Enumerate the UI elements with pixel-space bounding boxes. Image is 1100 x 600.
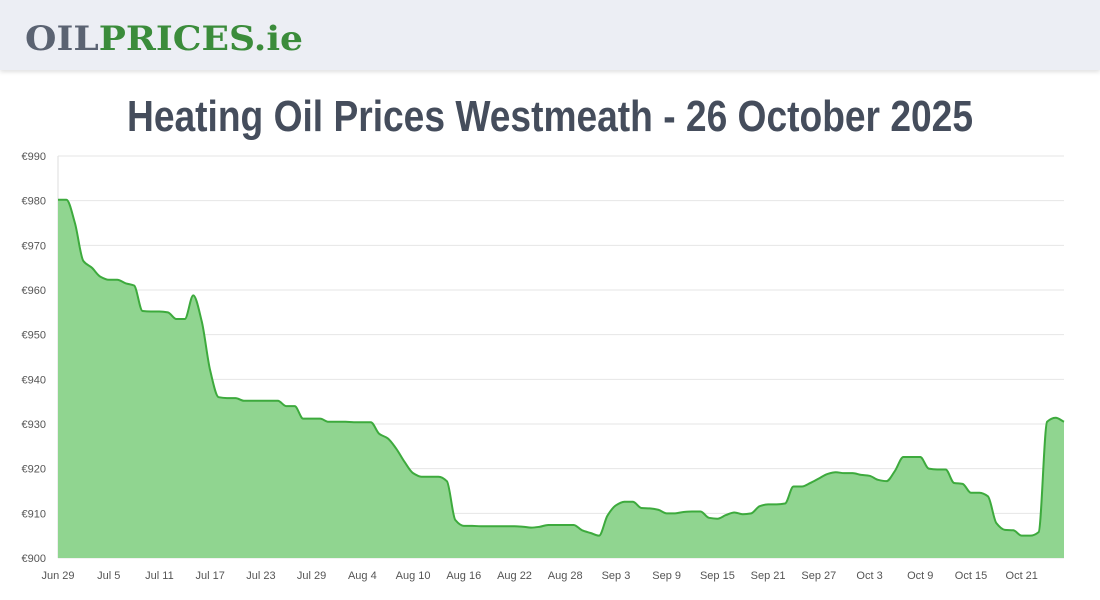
- y-tick-label: €920: [22, 464, 46, 476]
- x-tick-label: Oct 3: [856, 570, 882, 582]
- area: [58, 199, 1064, 559]
- y-tick-label: €960: [22, 285, 46, 297]
- plot: €900 €910 €920 €930 €940 €950 €960 €970 €980 €990…: [22, 151, 1065, 582]
- x-tick-label: Aug 28: [548, 570, 583, 582]
- x-tick-label: Sep 27: [801, 570, 836, 582]
- y-tick-label: €900: [22, 553, 46, 565]
- x-tick-label: Oct 15: [955, 570, 987, 582]
- x-tick-label: Aug 22: [497, 570, 532, 582]
- x-tick-label: Jun 29: [41, 570, 74, 582]
- x-tick-label: Jul 23: [246, 570, 275, 582]
- x-tick-label: Sep 9: [652, 570, 681, 582]
- x-tick-label: Aug 10: [396, 570, 431, 582]
- line: [57, 198, 1065, 537]
- y-tick-label: €980: [22, 196, 46, 208]
- x-tick-label: Oct 21: [1006, 570, 1038, 582]
- x-tick-label: Jul 11: [145, 570, 174, 582]
- logo-part: .ie: [254, 19, 303, 59]
- chart-title: Heating Oil Prices Westmeath - 26 Octobe…: [127, 92, 973, 141]
- y-tick-label: €910: [22, 508, 46, 520]
- header-bar: [0, 0, 1100, 70]
- x-tick-label: Aug 4: [348, 570, 377, 582]
- x-tick-label: Jul 5: [97, 570, 120, 582]
- y-tick-label: €940: [22, 374, 46, 386]
- y-tick-label: €930: [22, 419, 46, 431]
- logo-part: PRICES: [99, 19, 254, 59]
- logo[interactable]: OIL PRICES .ie: [25, 19, 303, 59]
- y-tick-label: €970: [22, 240, 46, 252]
- x-tick-label: Sep 3: [602, 570, 631, 582]
- x-tick-label: Jul 29: [297, 570, 326, 582]
- logo-part: OIL: [25, 19, 99, 59]
- y-tick-label: €950: [22, 330, 46, 342]
- x-tick-label: Oct 9: [907, 570, 933, 582]
- x-tick-label: Jul 17: [195, 570, 224, 582]
- x-tick-label: Sep 21: [751, 570, 786, 582]
- y-tick-label: €990: [22, 151, 46, 163]
- x-tick-label: Sep 15: [700, 570, 735, 582]
- x-tick-label: Aug 16: [446, 570, 481, 582]
